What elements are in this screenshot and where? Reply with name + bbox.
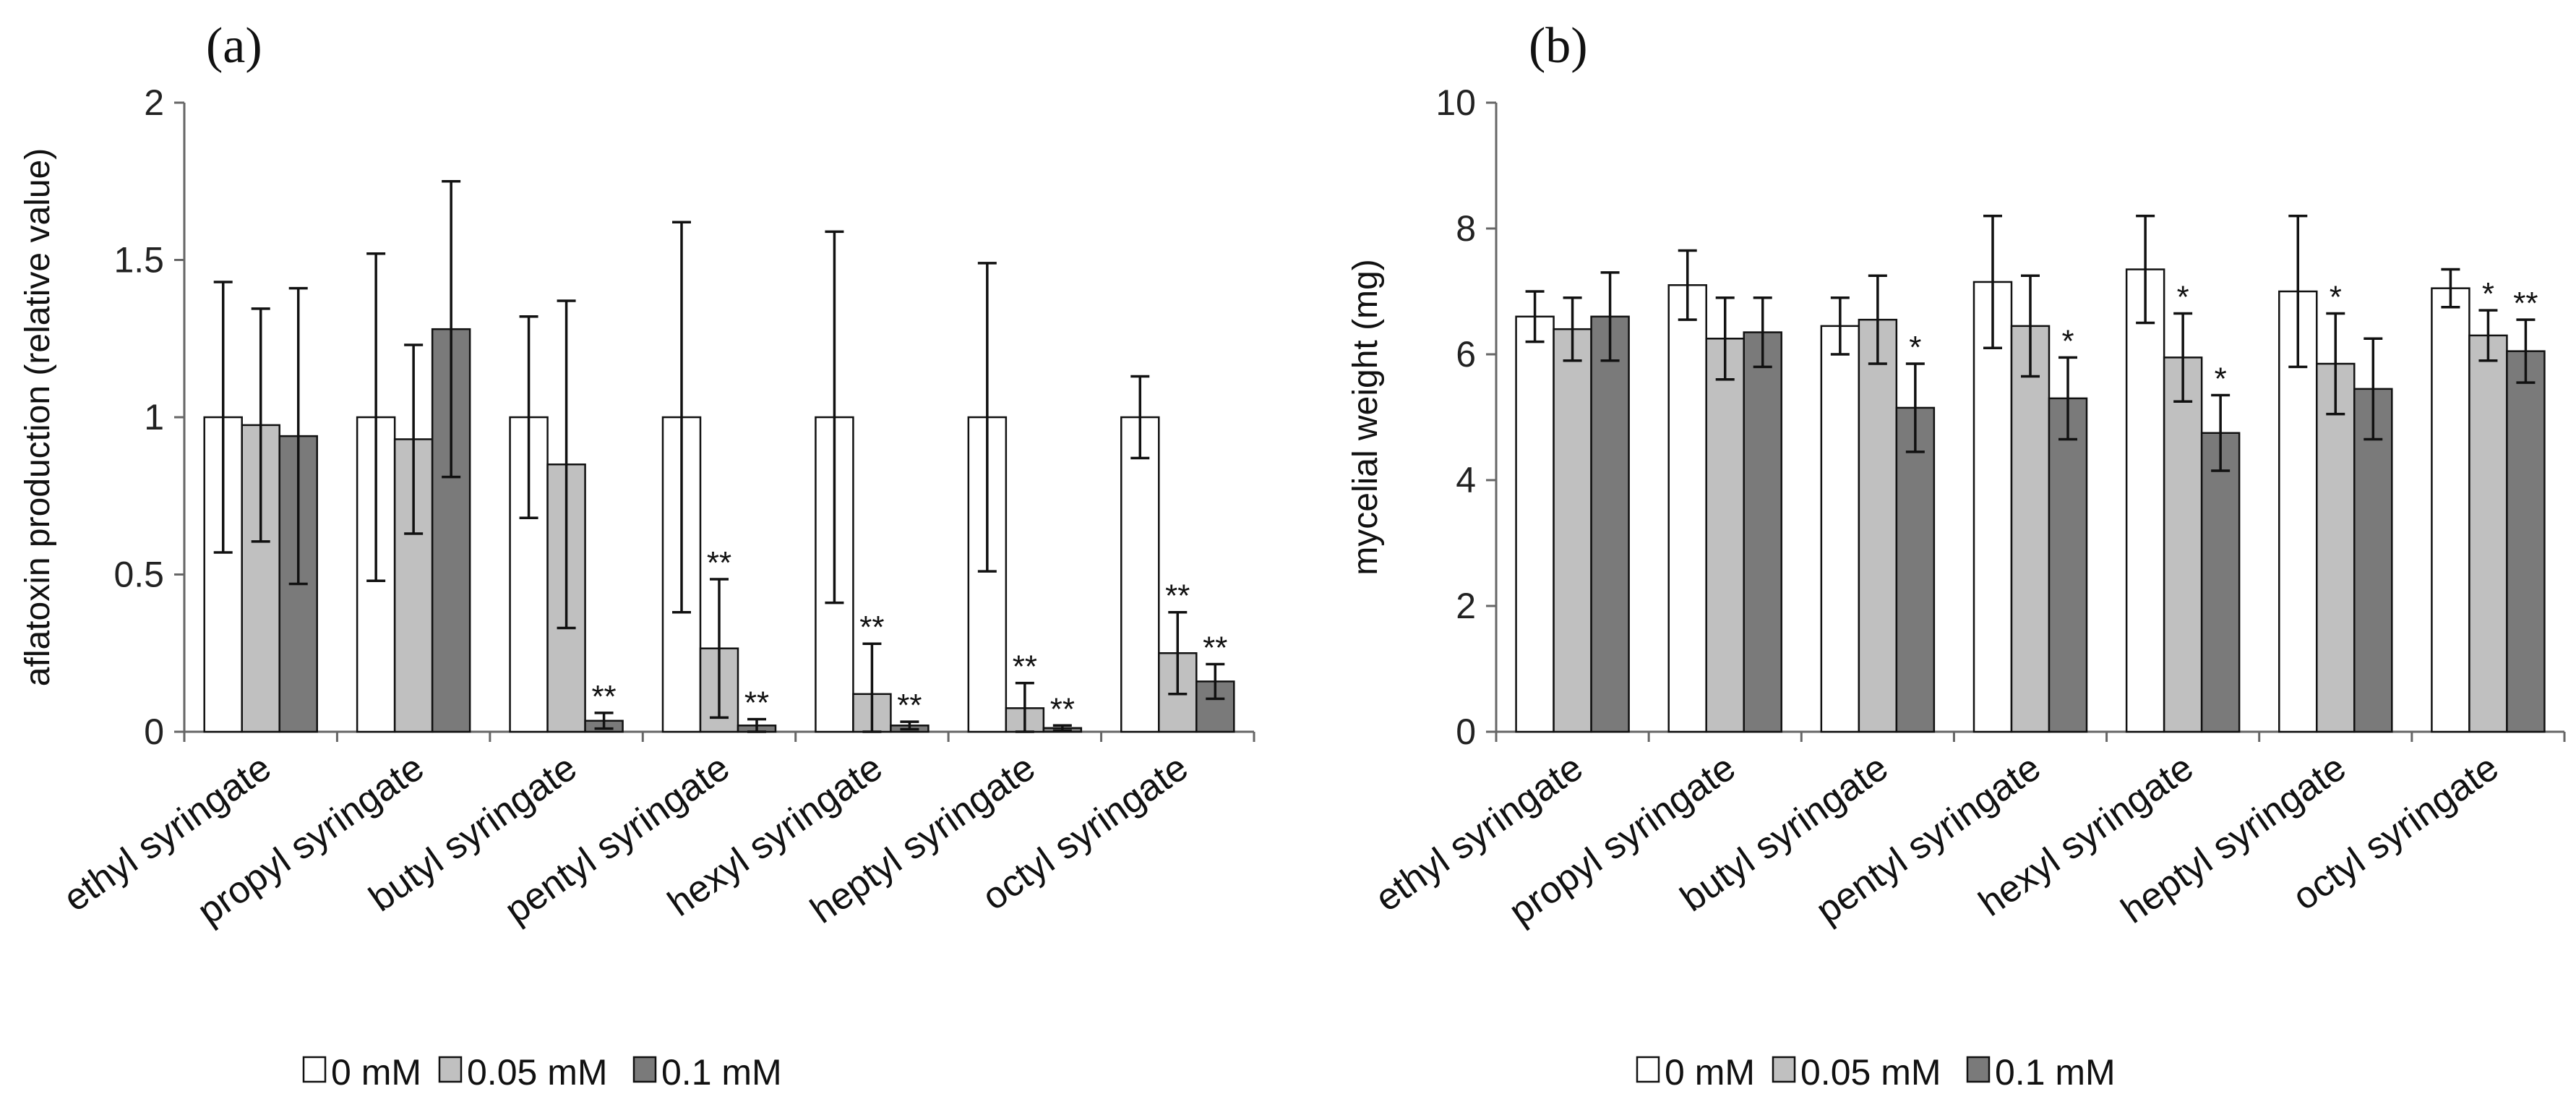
legend-entry: 0.1 mM: [1995, 1052, 2116, 1093]
bar-0-mM-6: [2431, 287, 2470, 733]
bar-0-1-mM-5: [2353, 388, 2393, 733]
y-tick-label: 0.5: [113, 555, 164, 595]
legend-swatch: [438, 1056, 463, 1083]
y-tick-label: 8: [1456, 208, 1476, 249]
legend-entry: 0 mM: [1665, 1052, 1755, 1093]
y-tick-label: 1.5: [113, 240, 164, 281]
bar-0-1-mM-3: [2048, 397, 2088, 733]
y-tick-label: 2: [144, 82, 164, 123]
y-tick-label: 10: [1435, 82, 1476, 123]
bar-0-05-mM-1: [1705, 338, 1745, 733]
significance-marker: *: [2330, 279, 2342, 315]
bar-0-mM-4: [2125, 268, 2165, 733]
significance-marker: **: [1050, 691, 1075, 727]
significance-marker: *: [2482, 276, 2494, 312]
bar-0-1-mM-2: [1895, 406, 1936, 733]
bar-0-mM-1: [1667, 284, 1707, 733]
y-tick-label: 0: [144, 712, 164, 752]
legend-entry: 0 mM: [331, 1052, 421, 1093]
significance-marker: *: [2061, 323, 2074, 359]
bar-0-mM-2: [1820, 325, 1860, 733]
y-tick-label: 4: [1456, 460, 1476, 500]
significance-marker: **: [707, 545, 731, 581]
bar-0-mM-6: [1120, 416, 1160, 733]
y-tick-label: 6: [1456, 334, 1476, 375]
bar-0-1-mM-0: [1590, 315, 1630, 733]
significance-marker: **: [1013, 649, 1037, 685]
bar-0-05-mM-0: [1553, 328, 1592, 733]
y-axis-title: mycelial weight (mg): [1347, 259, 1385, 575]
significance-marker: **: [859, 610, 884, 645]
legend-swatch: [1636, 1056, 1660, 1083]
significance-marker: **: [897, 688, 922, 723]
bar-0-05-mM-3: [2010, 325, 2051, 733]
bar-0-1-mM-1: [1743, 331, 1782, 733]
legend-swatch: [1966, 1056, 1991, 1083]
panel-label: (b): [1529, 18, 1588, 74]
bar-0-05-mM-5: [2316, 362, 2356, 733]
legend-swatch: [1772, 1056, 1796, 1083]
bar-0-1-mM-6: [2506, 350, 2546, 733]
bar-0-mM-3: [1972, 281, 2013, 733]
significance-marker: *: [2177, 279, 2189, 315]
y-tick-label: 0: [1456, 712, 1476, 752]
legend-entry: 0.05 mM: [467, 1052, 608, 1093]
y-tick-label: 1: [144, 397, 164, 437]
bar-0-mM-0: [1515, 315, 1555, 733]
bar-0-05-mM-6: [2468, 334, 2508, 733]
bar-0-05-mM-4: [2163, 356, 2203, 733]
bar-0-1-mM-4: [2200, 432, 2241, 733]
chart-panel-a: (a) aflatoxin production (relative value)…: [19, 18, 1255, 1093]
significance-marker: *: [2215, 362, 2227, 397]
significance-marker: **: [591, 679, 616, 714]
legend-swatch: [302, 1056, 327, 1083]
significance-marker: *: [1909, 330, 1921, 365]
y-tick-label: 2: [1456, 586, 1476, 626]
significance-marker: **: [1203, 630, 1227, 665]
panel-label: (a): [206, 18, 262, 74]
y-axis-title: aflatoxin production (relative value): [19, 148, 57, 686]
bar-0-05-mM-2: [1858, 318, 1898, 733]
legend-swatch: [632, 1056, 657, 1083]
legend-entry: 0.05 mM: [1800, 1052, 1941, 1093]
significance-marker: **: [2513, 286, 2538, 321]
significance-marker: **: [744, 685, 769, 721]
significance-marker: **: [1165, 578, 1190, 614]
legend-entry: 0.1 mM: [661, 1052, 782, 1093]
